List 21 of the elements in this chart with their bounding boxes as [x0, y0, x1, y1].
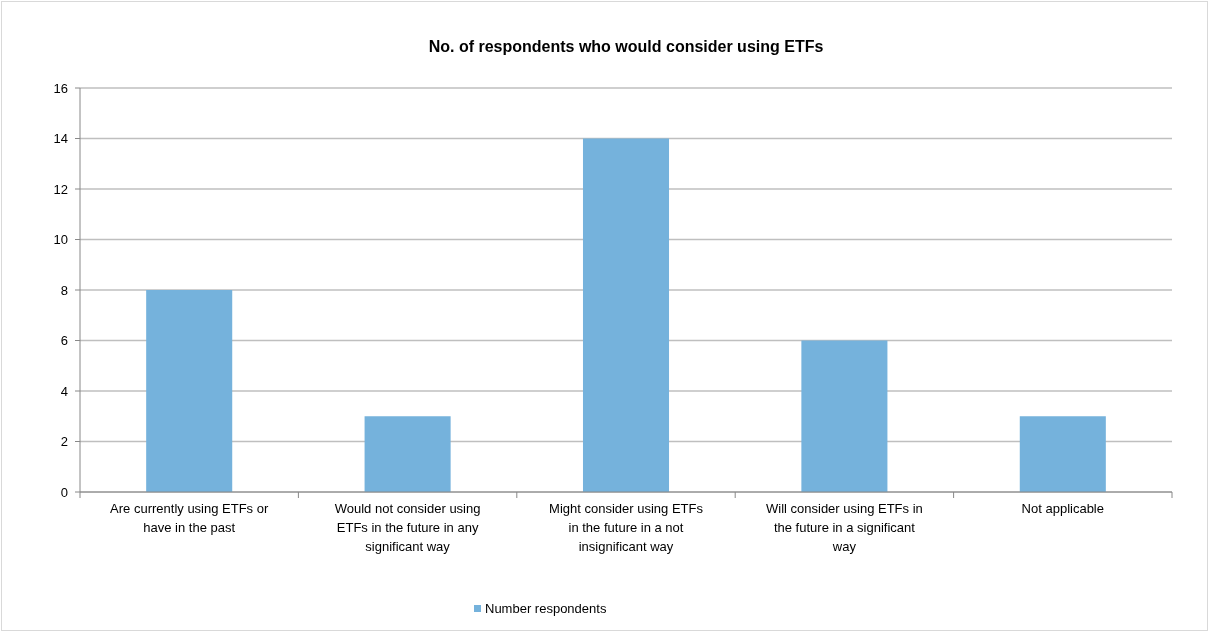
y-tick-label: 16 [53, 80, 68, 96]
y-tick-label: 0 [60, 484, 68, 500]
legend-label: Number respondents [485, 601, 607, 616]
y-tick-label: 14 [53, 131, 68, 147]
x-tick-label: Are currently using ETFs or have in the past [110, 501, 269, 535]
x-tick-label: Not applicable [1021, 501, 1104, 516]
bar [1019, 416, 1106, 492]
bar [146, 290, 233, 492]
y-tick-label: 2 [60, 434, 68, 450]
chart-title: No. of respondents who would consider using ETFs [428, 38, 824, 55]
x-tick-label: Would not consider using ETFs in the future in any significant way [334, 501, 481, 554]
bar [364, 416, 451, 492]
y-tick-label: 12 [53, 181, 68, 197]
y-tick-label: 10 [53, 232, 68, 248]
bar [801, 340, 888, 492]
y-tick-label: 8 [60, 282, 68, 298]
bar [582, 138, 670, 492]
x-tick-label: Might consider using ETFs in the future in a not insignificant way [549, 501, 704, 554]
y-tick-label: 4 [60, 383, 68, 399]
x-tick-label: Will consider using ETFs in the future in a significant way [766, 501, 923, 554]
y-tick-label: 6 [60, 333, 68, 349]
